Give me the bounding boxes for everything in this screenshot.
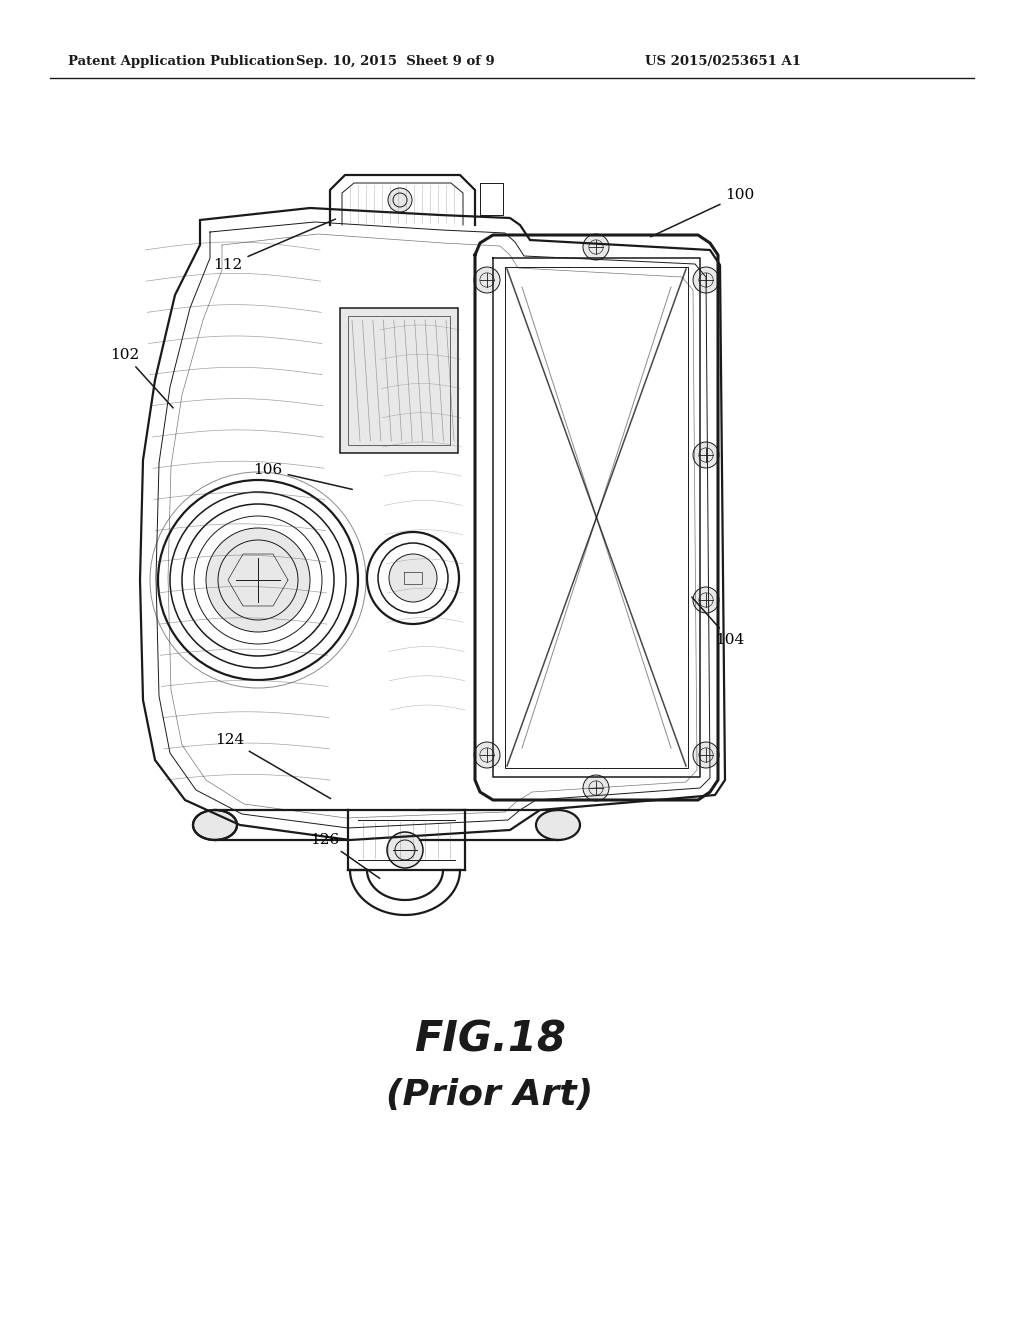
Circle shape bbox=[583, 775, 609, 801]
Ellipse shape bbox=[536, 810, 580, 840]
Circle shape bbox=[474, 742, 500, 768]
Polygon shape bbox=[404, 572, 422, 583]
Circle shape bbox=[206, 528, 310, 632]
Circle shape bbox=[693, 267, 719, 293]
Circle shape bbox=[583, 234, 609, 260]
Text: (Prior Art): (Prior Art) bbox=[386, 1078, 594, 1111]
Bar bbox=[348, 315, 450, 445]
Text: 106: 106 bbox=[253, 463, 352, 490]
Text: 124: 124 bbox=[215, 733, 331, 799]
Circle shape bbox=[693, 587, 719, 612]
Text: 104: 104 bbox=[692, 597, 744, 647]
Bar bbox=[340, 308, 458, 453]
Circle shape bbox=[387, 832, 423, 869]
Text: US 2015/0253651 A1: US 2015/0253651 A1 bbox=[645, 55, 801, 69]
Circle shape bbox=[218, 540, 298, 620]
Text: 126: 126 bbox=[310, 833, 380, 878]
Circle shape bbox=[474, 267, 500, 293]
Text: Patent Application Publication: Patent Application Publication bbox=[68, 55, 295, 69]
Ellipse shape bbox=[193, 810, 237, 840]
Circle shape bbox=[693, 742, 719, 768]
Text: 112: 112 bbox=[213, 219, 336, 272]
Text: FIG.18: FIG.18 bbox=[414, 1019, 566, 1061]
Circle shape bbox=[693, 442, 719, 469]
Circle shape bbox=[388, 187, 412, 213]
Text: 102: 102 bbox=[111, 348, 173, 408]
Text: 100: 100 bbox=[650, 187, 755, 236]
Text: Sep. 10, 2015  Sheet 9 of 9: Sep. 10, 2015 Sheet 9 of 9 bbox=[296, 55, 495, 69]
Circle shape bbox=[389, 554, 437, 602]
